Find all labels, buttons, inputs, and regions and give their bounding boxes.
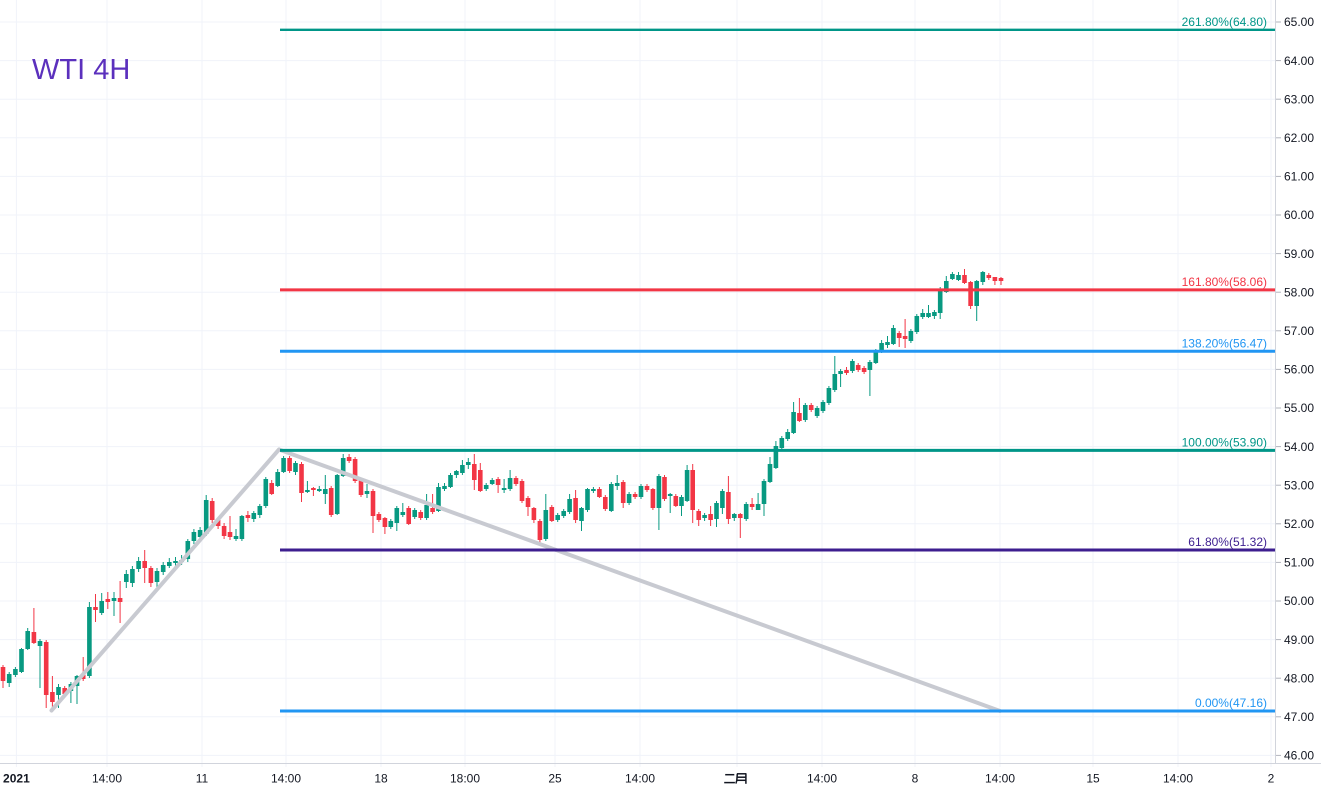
- svg-text:161.80%(58.06): 161.80%(58.06): [1182, 275, 1267, 289]
- svg-text:14:00: 14:00: [625, 772, 655, 786]
- svg-text:50.00: 50.00: [1284, 594, 1314, 608]
- svg-text:58.00: 58.00: [1284, 285, 1314, 299]
- svg-text:61.00: 61.00: [1284, 170, 1314, 184]
- svg-text:51.00: 51.00: [1284, 556, 1314, 570]
- svg-text:14:00: 14:00: [1163, 772, 1193, 786]
- svg-text:14:00: 14:00: [92, 772, 122, 786]
- svg-text:138.20%(56.47): 138.20%(56.47): [1182, 336, 1267, 350]
- svg-text:47.00: 47.00: [1284, 710, 1314, 724]
- svg-text:52.00: 52.00: [1284, 517, 1314, 531]
- svg-text:18:00: 18:00: [450, 772, 480, 786]
- svg-text:46.00: 46.00: [1284, 749, 1314, 763]
- svg-text:8: 8: [912, 772, 919, 786]
- svg-text:54.00: 54.00: [1284, 440, 1314, 454]
- svg-text:11: 11: [196, 772, 209, 786]
- svg-text:49.00: 49.00: [1284, 633, 1314, 647]
- svg-text:14:00: 14:00: [807, 772, 837, 786]
- svg-text:62.00: 62.00: [1284, 131, 1314, 145]
- svg-text:60.00: 60.00: [1284, 208, 1314, 222]
- svg-text:261.80%(64.80): 261.80%(64.80): [1182, 15, 1267, 29]
- svg-text:WTI 4H: WTI 4H: [32, 54, 130, 86]
- svg-text:0.00%(47.16): 0.00%(47.16): [1195, 696, 1267, 710]
- svg-text:25: 25: [548, 772, 562, 786]
- svg-text:59.00: 59.00: [1284, 247, 1314, 261]
- svg-text:2021: 2021: [3, 772, 30, 786]
- svg-text:65.00: 65.00: [1284, 15, 1314, 29]
- svg-text:61.80%(51.32): 61.80%(51.32): [1188, 535, 1267, 549]
- svg-text:64.00: 64.00: [1284, 54, 1314, 68]
- svg-text:15: 15: [1086, 772, 1100, 786]
- svg-text:100.00%(53.90): 100.00%(53.90): [1182, 435, 1267, 449]
- svg-text:55.00: 55.00: [1284, 401, 1314, 415]
- svg-text:48.00: 48.00: [1284, 671, 1314, 685]
- svg-text:14:00: 14:00: [985, 772, 1015, 786]
- svg-text:63.00: 63.00: [1284, 92, 1314, 106]
- svg-text:56.00: 56.00: [1284, 363, 1314, 377]
- svg-text:53.00: 53.00: [1284, 478, 1314, 492]
- svg-text:14:00: 14:00: [271, 772, 301, 786]
- svg-text:57.00: 57.00: [1284, 324, 1314, 338]
- svg-text:2: 2: [1268, 772, 1275, 786]
- svg-text:18: 18: [374, 772, 388, 786]
